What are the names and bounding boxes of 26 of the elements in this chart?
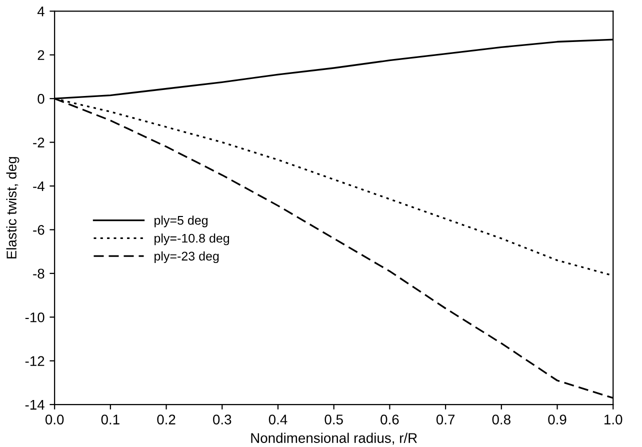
y-tick-label: -2: [33, 138, 44, 148]
y-tick-label: 2: [38, 50, 44, 60]
x-tick-label: 0.6: [380, 414, 399, 424]
x-tick-label: 0.7: [436, 414, 455, 424]
y-tick-label: -8: [33, 268, 44, 279]
x-tick-label: 0.8: [492, 414, 510, 424]
x-tick-label: 0.2: [157, 414, 176, 424]
x-tick-label: 0.1: [101, 414, 120, 424]
x-tick-label: 0.4: [268, 414, 288, 424]
y-tick-label: -6: [33, 225, 44, 235]
x-axis-title: Nondimensional radius, r/R: [251, 432, 417, 445]
x-tick-label: 0.5: [324, 414, 343, 424]
x-tick-label: 0.3: [213, 414, 232, 424]
y-tick-label: -10: [25, 312, 44, 322]
y-tick-label: 0: [38, 94, 44, 104]
y-axis-title: Elastic twist, deg: [6, 157, 20, 258]
y-tick-label: -4: [33, 181, 44, 192]
x-tick-label: 0.9: [548, 414, 566, 424]
x-tick-label: 1.0: [604, 414, 622, 424]
legend-label: ply=-23 deg: [154, 251, 219, 264]
y-tick-label: 4: [37, 6, 44, 16]
y-tick-label: -14: [25, 400, 44, 410]
y-tick-label: -12: [25, 356, 44, 366]
legend-label: ply=5 deg: [154, 216, 208, 228]
x-tick-label: 0.0: [45, 414, 64, 424]
legend-label: ply=-10.8 deg: [154, 234, 230, 246]
